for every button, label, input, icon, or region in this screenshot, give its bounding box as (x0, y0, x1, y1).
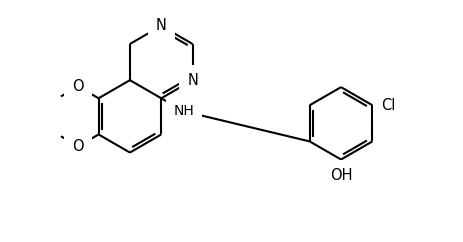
Text: N: N (156, 18, 166, 33)
Text: O: O (72, 79, 84, 94)
Text: Cl: Cl (380, 98, 394, 113)
Text: N: N (187, 73, 198, 88)
Text: O: O (72, 139, 84, 154)
Text: OH: OH (329, 168, 351, 183)
Text: NH: NH (173, 104, 194, 118)
